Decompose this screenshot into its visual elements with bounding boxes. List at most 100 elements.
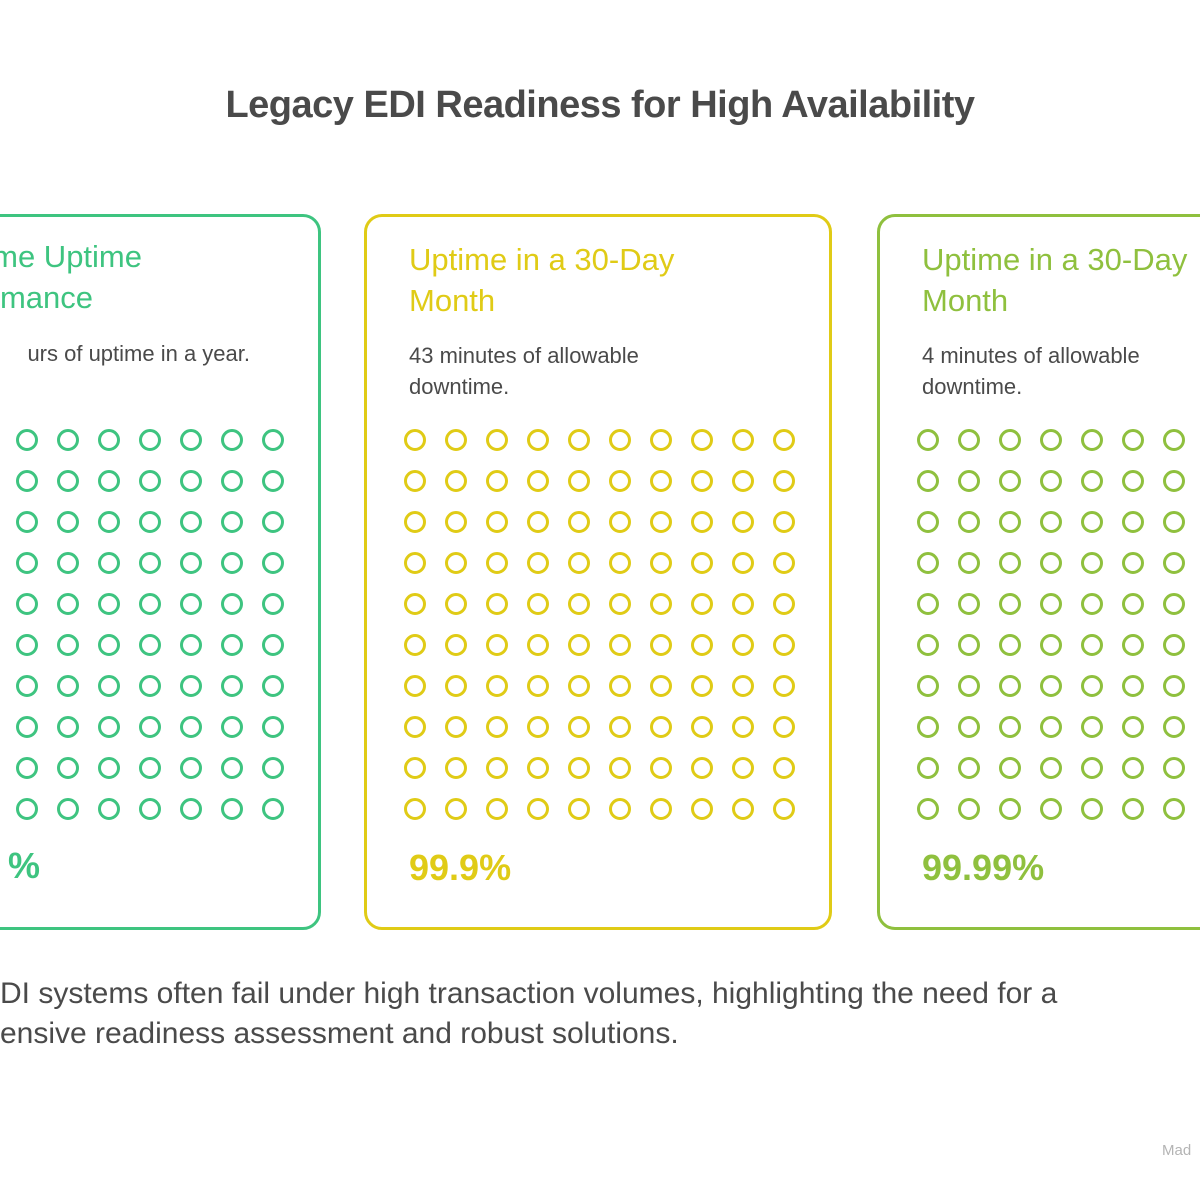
uptime-dot — [527, 552, 549, 574]
uptime-dot — [958, 634, 980, 656]
uptime-dot — [1040, 429, 1062, 451]
uptime-dot — [1081, 798, 1103, 820]
uptime-dot — [732, 470, 754, 492]
uptime-dot — [404, 798, 426, 820]
uptime-dot — [650, 429, 672, 451]
uptime-dot — [486, 798, 508, 820]
uptime-dot — [568, 716, 590, 738]
uptime-dot — [445, 757, 467, 779]
uptime-dot — [917, 716, 939, 738]
uptime-dot — [958, 757, 980, 779]
uptime-dot — [180, 798, 202, 820]
summary-text: DI systems often fail under high transac… — [0, 974, 1057, 1054]
uptime-dot — [1163, 429, 1185, 451]
uptime-dot — [180, 634, 202, 656]
uptime-dot — [139, 675, 161, 697]
uptime-dot — [139, 634, 161, 656]
uptime-dot — [917, 429, 939, 451]
uptime-dot — [262, 798, 284, 820]
uptime-dot — [568, 552, 590, 574]
uptime-dot — [958, 511, 980, 533]
uptime-dot — [16, 798, 38, 820]
uptime-dot — [999, 470, 1021, 492]
uptime-dot — [445, 675, 467, 697]
uptime-dot — [650, 675, 672, 697]
uptime-dot — [98, 634, 120, 656]
uptime-dot — [404, 429, 426, 451]
uptime-dot — [609, 757, 631, 779]
uptime-dot — [1040, 675, 1062, 697]
uptime-dot — [1122, 634, 1144, 656]
uptime-dot — [57, 798, 79, 820]
uptime-dot — [773, 429, 795, 451]
uptime-dot — [999, 716, 1021, 738]
uptime-dot — [57, 716, 79, 738]
uptime-dot — [958, 429, 980, 451]
uptime-dot — [262, 511, 284, 533]
uptime-dot — [1163, 716, 1185, 738]
uptime-dot — [1040, 798, 1062, 820]
uptime-dot — [139, 593, 161, 615]
uptime-dot — [732, 429, 754, 451]
uptime-dot — [221, 552, 243, 574]
uptime-dot — [999, 511, 1021, 533]
uptime-dot — [262, 634, 284, 656]
uptime-dot — [98, 757, 120, 779]
uptime-dot — [650, 593, 672, 615]
uptime-dot — [773, 470, 795, 492]
dot-grid — [917, 429, 1200, 839]
uptime-dot — [262, 757, 284, 779]
uptime-dot — [527, 757, 549, 779]
dot-grid — [0, 429, 313, 839]
uptime-dot — [1040, 511, 1062, 533]
uptime-dot — [917, 593, 939, 615]
uptime-dot — [691, 552, 713, 574]
uptime-dot — [568, 675, 590, 697]
uptime-dot — [691, 470, 713, 492]
uptime-dot — [486, 429, 508, 451]
uptime-dot — [527, 429, 549, 451]
uptime-dot — [1081, 757, 1103, 779]
uptime-dot — [57, 429, 79, 451]
page-title: Legacy EDI Readiness for High Availabili… — [225, 84, 975, 126]
card-description: 4 minutes of allowable downtime. — [922, 343, 1140, 399]
uptime-dot — [568, 757, 590, 779]
uptime-dot — [650, 552, 672, 574]
uptime-dot — [1163, 798, 1185, 820]
uptime-dot — [221, 716, 243, 738]
uptime-dot — [1040, 716, 1062, 738]
uptime-dot — [139, 511, 161, 533]
uptime-dot — [609, 470, 631, 492]
uptime-dot — [445, 593, 467, 615]
uptime-dot — [773, 675, 795, 697]
uptime-dot — [917, 757, 939, 779]
uptime-dot — [445, 716, 467, 738]
uptime-dot — [691, 757, 713, 779]
uptime-dot — [732, 675, 754, 697]
uptime-dot — [691, 429, 713, 451]
uptime-dot — [486, 634, 508, 656]
uptime-dot — [16, 470, 38, 492]
uptime-dot — [445, 634, 467, 656]
uptime-dot — [180, 716, 202, 738]
uptime-dot — [180, 429, 202, 451]
uptime-dot — [98, 675, 120, 697]
uptime-dot — [732, 634, 754, 656]
uptime-dot — [1122, 757, 1144, 779]
uptime-dot — [262, 675, 284, 697]
uptime-dot — [917, 552, 939, 574]
uptime-dot — [917, 511, 939, 533]
uptime-dot — [527, 716, 549, 738]
uptime-dot — [773, 552, 795, 574]
uptime-dot — [732, 716, 754, 738]
uptime-dot — [773, 593, 795, 615]
uptime-dot — [486, 552, 508, 574]
uptime-dot — [999, 593, 1021, 615]
uptime-dot — [180, 470, 202, 492]
uptime-dot — [691, 511, 713, 533]
uptime-dot — [486, 511, 508, 533]
uptime-dot — [221, 511, 243, 533]
uptime-dot — [445, 798, 467, 820]
uptime-dot — [1122, 429, 1144, 451]
